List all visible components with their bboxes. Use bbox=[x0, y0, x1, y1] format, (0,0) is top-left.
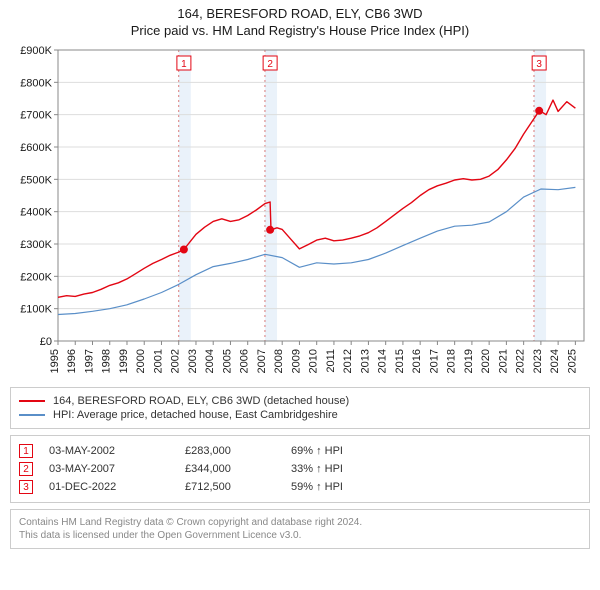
sale-marker-number: 2 bbox=[267, 59, 273, 70]
y-tick-label: £400K bbox=[20, 207, 52, 219]
sale-band bbox=[179, 50, 191, 341]
y-tick-label: £900K bbox=[20, 46, 52, 57]
sale-marker: 3 bbox=[19, 480, 33, 494]
x-tick-label: 2017 bbox=[428, 349, 440, 373]
x-tick-label: 2015 bbox=[394, 349, 406, 373]
x-tick-label: 2014 bbox=[377, 349, 389, 373]
x-tick-label: 2002 bbox=[170, 349, 182, 373]
x-tick-label: 1998 bbox=[101, 349, 113, 373]
x-tick-label: 2023 bbox=[532, 349, 544, 373]
sale-point bbox=[180, 245, 188, 253]
legend-swatch bbox=[19, 400, 45, 402]
sale-marker-number: 3 bbox=[536, 59, 542, 70]
x-tick-label: 2009 bbox=[290, 349, 302, 373]
sale-price: £344,000 bbox=[185, 463, 275, 475]
sale-diff: 69% ↑ HPI bbox=[291, 445, 343, 457]
sale-diff: 59% ↑ HPI bbox=[291, 481, 343, 493]
x-tick-label: 2000 bbox=[135, 349, 147, 373]
x-tick-label: 2006 bbox=[239, 349, 251, 373]
sale-diff: 33% ↑ HPI bbox=[291, 463, 343, 475]
sale-marker: 1 bbox=[19, 444, 33, 458]
plot-border bbox=[58, 50, 584, 341]
chart-title: 164, BERESFORD ROAD, ELY, CB6 3WD bbox=[10, 6, 590, 21]
x-tick-label: 2011 bbox=[325, 349, 337, 373]
x-tick-label: 1995 bbox=[49, 349, 61, 373]
x-tick-label: 2013 bbox=[359, 349, 371, 373]
sale-marker-number: 1 bbox=[181, 59, 187, 70]
sale-marker: 2 bbox=[19, 462, 33, 476]
line-chart-svg: £0 £100K £200K £300K £400K £500K £600K £700K £80… bbox=[10, 46, 590, 381]
y-tick-label: £0 bbox=[40, 336, 52, 348]
y-tick-label: £200K bbox=[20, 271, 52, 283]
sale-band bbox=[265, 50, 277, 341]
legend-label: 164, BERESFORD ROAD, ELY, CB6 3WD (detac… bbox=[53, 395, 349, 407]
sale-price: £283,000 bbox=[185, 445, 275, 457]
sale-point bbox=[266, 226, 274, 234]
x-tick-label: 1997 bbox=[83, 349, 95, 373]
x-tick-label: 2022 bbox=[515, 349, 527, 373]
chart-container: { "title": "164, BERESFORD ROAD, ELY, CB… bbox=[0, 0, 600, 557]
y-tick-label: £700K bbox=[20, 110, 52, 122]
x-tick-label: 2021 bbox=[497, 349, 509, 373]
sales-row: 2 03-MAY-2007 £344,000 33% ↑ HPI bbox=[19, 460, 581, 478]
footer-line-2: This data is licensed under the Open Gov… bbox=[19, 529, 581, 542]
legend-box: 164, BERESFORD ROAD, ELY, CB6 3WD (detac… bbox=[10, 387, 590, 429]
x-tick-label: 2019 bbox=[463, 349, 475, 373]
legend-item: 164, BERESFORD ROAD, ELY, CB6 3WD (detac… bbox=[19, 394, 581, 408]
y-tick-label: £100K bbox=[20, 304, 52, 316]
sales-table: 1 03-MAY-2002 £283,000 69% ↑ HPI 2 03-MAY-200… bbox=[10, 435, 590, 503]
x-tick-label: 2010 bbox=[308, 349, 320, 373]
sale-point bbox=[535, 107, 543, 115]
x-tick-label: 2007 bbox=[256, 349, 268, 373]
x-tick-label: 1999 bbox=[118, 349, 130, 373]
x-tick-label: 2020 bbox=[480, 349, 492, 373]
x-tick-label: 2008 bbox=[273, 349, 285, 373]
x-tick-label: 1996 bbox=[66, 349, 78, 373]
sales-row: 3 01-DEC-2022 £712,500 59% ↑ HPI bbox=[19, 478, 581, 496]
series-property bbox=[58, 100, 575, 297]
series-hpi bbox=[58, 187, 575, 314]
y-tick-label: £800K bbox=[20, 77, 52, 89]
x-tick-label: 2012 bbox=[342, 349, 354, 373]
sales-row: 1 03-MAY-2002 £283,000 69% ↑ HPI bbox=[19, 442, 581, 460]
sale-date: 03-MAY-2002 bbox=[49, 445, 169, 457]
legend-item: HPI: Average price, detached house, East… bbox=[19, 408, 581, 422]
x-tick-label: 2003 bbox=[187, 349, 199, 373]
x-tick-label: 2025 bbox=[566, 349, 578, 373]
sale-price: £712,500 bbox=[185, 481, 275, 493]
sale-date: 01-DEC-2022 bbox=[49, 481, 169, 493]
x-tick-label: 2001 bbox=[152, 349, 164, 373]
legend-label: HPI: Average price, detached house, East… bbox=[53, 409, 338, 421]
x-tick-label: 2024 bbox=[549, 349, 561, 373]
legend-swatch bbox=[19, 414, 45, 416]
sale-date: 03-MAY-2007 bbox=[49, 463, 169, 475]
chart-subtitle: Price paid vs. HM Land Registry's House … bbox=[10, 23, 590, 38]
x-tick-label: 2018 bbox=[446, 349, 458, 373]
y-tick-label: £600K bbox=[20, 142, 52, 154]
chart-plot-area: £0 £100K £200K £300K £400K £500K £600K £700K £80… bbox=[10, 46, 590, 381]
x-tick-label: 2016 bbox=[411, 349, 423, 373]
footer-line-1: Contains HM Land Registry data © Crown c… bbox=[19, 516, 581, 529]
footer-attribution: Contains HM Land Registry data © Crown c… bbox=[10, 509, 590, 549]
y-tick-label: £300K bbox=[20, 239, 52, 251]
y-tick-label: £500K bbox=[20, 174, 52, 186]
x-tick-label: 2005 bbox=[221, 349, 233, 373]
x-tick-label: 2004 bbox=[204, 349, 216, 373]
sale-band bbox=[534, 50, 546, 341]
